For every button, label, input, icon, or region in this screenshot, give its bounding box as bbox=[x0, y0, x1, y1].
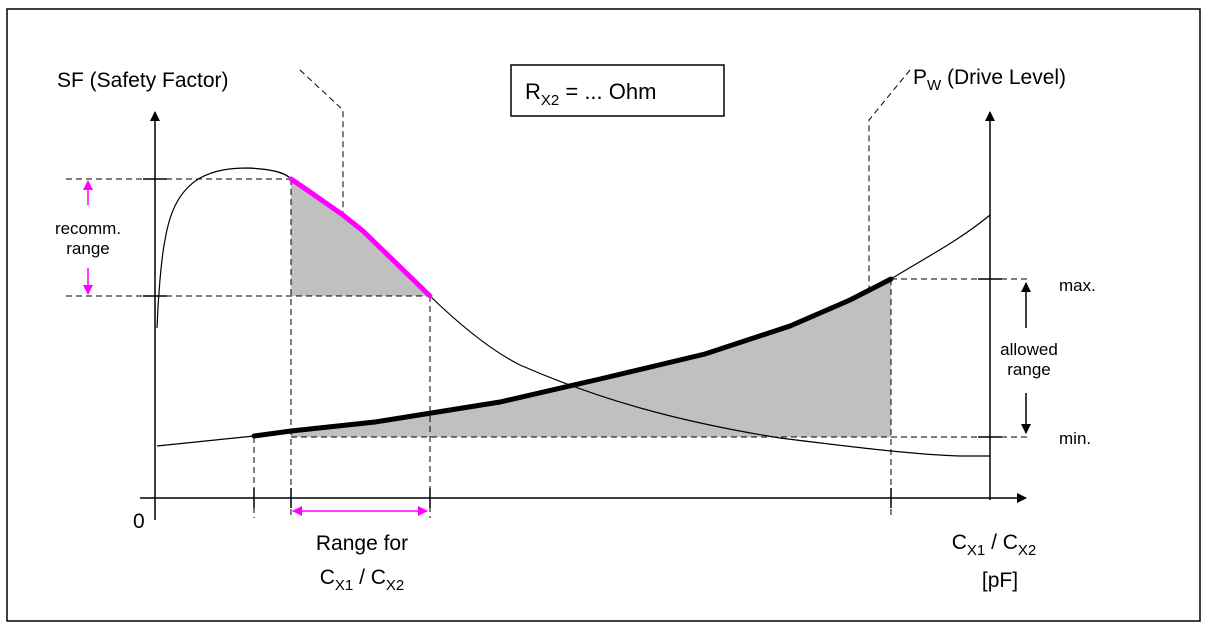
sf-axis-title: SF (Safety Factor) bbox=[57, 69, 229, 92]
origin-label: 0 bbox=[133, 510, 145, 533]
max-label: max. bbox=[1059, 276, 1096, 295]
range-for-cx-label: CX1 / CX2 bbox=[320, 566, 405, 594]
pw-curve-highlight bbox=[251, 276, 894, 439]
x-axis-title: CX1 / CX2 bbox=[952, 531, 1037, 559]
sf-curve bbox=[156, 167, 990, 457]
rx2-label: RX2 = ... Ohm bbox=[525, 79, 656, 109]
rx2-box bbox=[510, 64, 725, 117]
range-for-label: Range for bbox=[316, 532, 408, 555]
x-axis-unit: [pF] bbox=[982, 569, 1018, 592]
recomm-range-label-line1: recomm. bbox=[55, 219, 121, 238]
sf-curve-highlight bbox=[288, 176, 433, 299]
pw-shaded-region bbox=[291, 279, 891, 437]
sf-shaded-region bbox=[291, 179, 430, 296]
outer-frame bbox=[6, 8, 1201, 622]
allowed-range-label-line2: range bbox=[1007, 360, 1050, 379]
min-label: min. bbox=[1059, 429, 1091, 448]
recomm-range-label-line2: range bbox=[66, 239, 109, 258]
axis-ticks bbox=[143, 178, 1002, 508]
pw-axis-title: PW (Drive Level) bbox=[913, 66, 1066, 94]
dashed-guides bbox=[66, 69, 1030, 518]
allowed-range-label-line1: allowed bbox=[1000, 340, 1058, 359]
